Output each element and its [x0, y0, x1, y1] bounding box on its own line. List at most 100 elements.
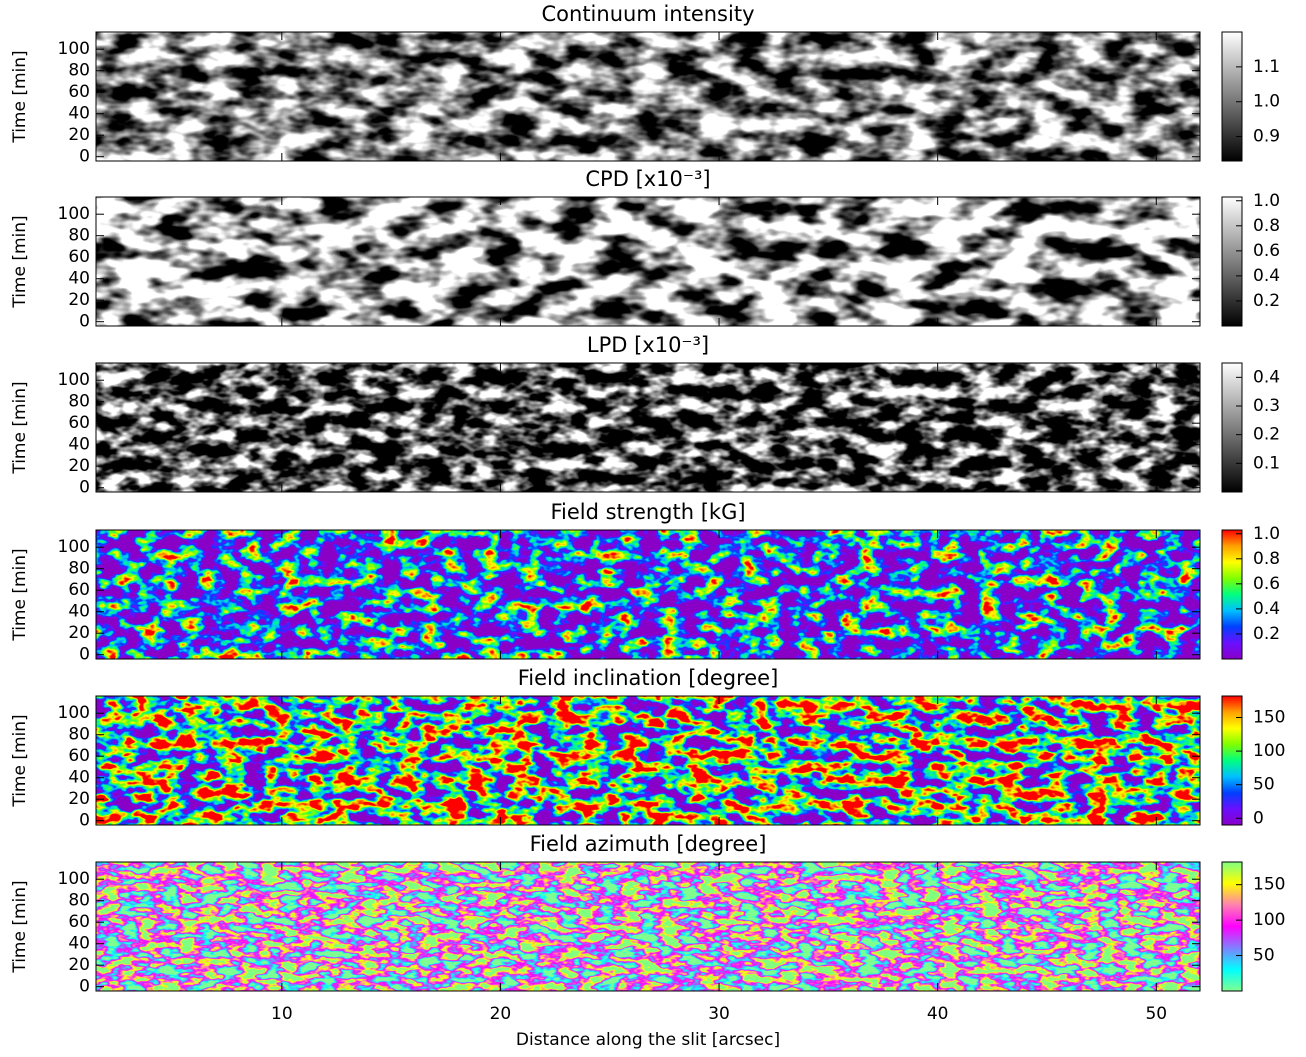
x-tick-label: 40 — [927, 1004, 949, 1024]
colorbar — [1222, 32, 1242, 161]
colorbar-tick-label: 1.0 — [1253, 191, 1280, 211]
y-tick-label: 0 — [79, 811, 90, 831]
colorbar-tick-label: 0.6 — [1253, 241, 1280, 261]
y-axis-label: Time [min] — [10, 548, 30, 641]
y-tick-label: 20 — [68, 623, 90, 643]
heatmap — [96, 530, 1200, 659]
colorbar-tick-label: 0.8 — [1253, 549, 1280, 569]
plot-frame — [95, 695, 1201, 826]
y-tick-label: 20 — [68, 456, 90, 476]
colorbar-tick-label: 100 — [1253, 741, 1285, 761]
y-axis-label: Time [min] — [10, 215, 30, 308]
colorbar — [1222, 197, 1242, 326]
colorbar-tick-label: 0.6 — [1253, 574, 1280, 594]
colorbar-tick-label: 1.1 — [1253, 57, 1280, 77]
x-axis-label: Distance along the slit [arcsec] — [516, 1030, 780, 1050]
colorbar-tick-label: 0.4 — [1253, 599, 1280, 619]
colorbar-tick-label: 0.9 — [1253, 127, 1280, 147]
y-axis-label: Time [min] — [10, 714, 30, 807]
y-axis-label: Time [min] — [10, 381, 30, 474]
y-tick-label: 20 — [68, 955, 90, 975]
y-tick-label: 0 — [79, 977, 90, 997]
colorbar-tick-label: 0.2 — [1253, 291, 1280, 311]
y-tick-label: 100 — [58, 703, 90, 723]
x-tick-label: 20 — [490, 1004, 512, 1024]
y-tick-label: 80 — [68, 559, 90, 579]
y-tick-label: 100 — [58, 869, 90, 889]
colorbar-tick-label: 50 — [1253, 946, 1275, 966]
colorbar-tick-label: 0.2 — [1253, 425, 1280, 445]
y-tick-label: 40 — [68, 104, 90, 124]
y-tick-label: 20 — [68, 125, 90, 145]
panel-title: Field inclination [degree] — [518, 666, 779, 690]
panel-title: Field azimuth [degree] — [530, 832, 767, 856]
plot-frame — [95, 362, 1201, 493]
colorbar-frame — [1221, 31, 1243, 162]
colorbar — [1222, 696, 1242, 825]
heatmap — [96, 363, 1200, 492]
colorbar-tick-label: 0.2 — [1253, 624, 1280, 644]
y-tick-label: 40 — [68, 768, 90, 788]
panel-title: Continuum intensity — [542, 2, 755, 26]
y-tick-label: 60 — [68, 413, 90, 433]
heatmap — [96, 197, 1200, 326]
colorbar-tick-label: 150 — [1253, 708, 1285, 728]
y-tick-label: 20 — [68, 789, 90, 809]
colorbar-tick-label: 0.3 — [1253, 396, 1280, 416]
colorbar-tick-label: 150 — [1253, 875, 1285, 895]
y-axis-label: Time [min] — [10, 50, 30, 143]
y-tick-label: 0 — [79, 478, 90, 498]
panel-title: LPD [x10⁻³] — [587, 333, 709, 357]
colorbar-tick-label: 1.0 — [1253, 92, 1280, 112]
colorbar-tick-label: 0.4 — [1253, 367, 1280, 387]
colorbar-tick-label: 0.1 — [1253, 453, 1280, 473]
colorbar-frame — [1221, 529, 1243, 660]
y-tick-label: 100 — [58, 370, 90, 390]
y-tick-label: 0 — [79, 147, 90, 167]
colorbar-frame — [1221, 695, 1243, 826]
y-tick-label: 40 — [68, 269, 90, 289]
y-tick-label: 40 — [68, 435, 90, 455]
y-tick-label: 60 — [68, 82, 90, 102]
y-tick-label: 60 — [68, 580, 90, 600]
colorbar-tick-label: 0.4 — [1253, 266, 1280, 286]
y-tick-label: 0 — [79, 645, 90, 665]
colorbar-tick-label: 50 — [1253, 775, 1275, 795]
y-tick-label: 40 — [68, 934, 90, 954]
y-tick-label: 100 — [58, 39, 90, 59]
y-tick-label: 80 — [68, 392, 90, 412]
plot-frame — [95, 529, 1201, 660]
y-tick-label: 60 — [68, 912, 90, 932]
colorbar-tick-label: 0 — [1253, 808, 1264, 828]
colorbar — [1222, 363, 1242, 492]
y-tick-label: 80 — [68, 61, 90, 81]
plot-frame — [95, 861, 1201, 992]
colorbar-tick-label: 100 — [1253, 910, 1285, 930]
colorbar — [1222, 530, 1242, 659]
y-axis-label: Time [min] — [10, 880, 30, 973]
y-tick-label: 100 — [58, 204, 90, 224]
x-tick-label: 10 — [271, 1004, 293, 1024]
y-tick-label: 40 — [68, 602, 90, 622]
colorbar-tick-label: 1.0 — [1253, 524, 1280, 544]
y-tick-label: 80 — [68, 891, 90, 911]
colorbar-frame — [1221, 196, 1243, 327]
heatmap — [96, 862, 1200, 991]
y-tick-label: 100 — [58, 537, 90, 557]
heatmap — [96, 32, 1200, 161]
y-tick-label: 80 — [68, 226, 90, 246]
y-tick-label: 60 — [68, 247, 90, 267]
plot-frame — [95, 31, 1201, 162]
colorbar-frame — [1221, 362, 1243, 493]
y-tick-label: 80 — [68, 725, 90, 745]
heatmap — [96, 696, 1200, 825]
colorbar-tick-label: 0.8 — [1253, 216, 1280, 236]
x-tick-label: 50 — [1145, 1004, 1167, 1024]
colorbar-frame — [1221, 861, 1243, 992]
y-tick-label: 20 — [68, 290, 90, 310]
x-tick-label: 30 — [708, 1004, 730, 1024]
y-tick-label: 60 — [68, 746, 90, 766]
panel-title: CPD [x10⁻³] — [585, 167, 710, 191]
colorbar — [1222, 862, 1242, 991]
